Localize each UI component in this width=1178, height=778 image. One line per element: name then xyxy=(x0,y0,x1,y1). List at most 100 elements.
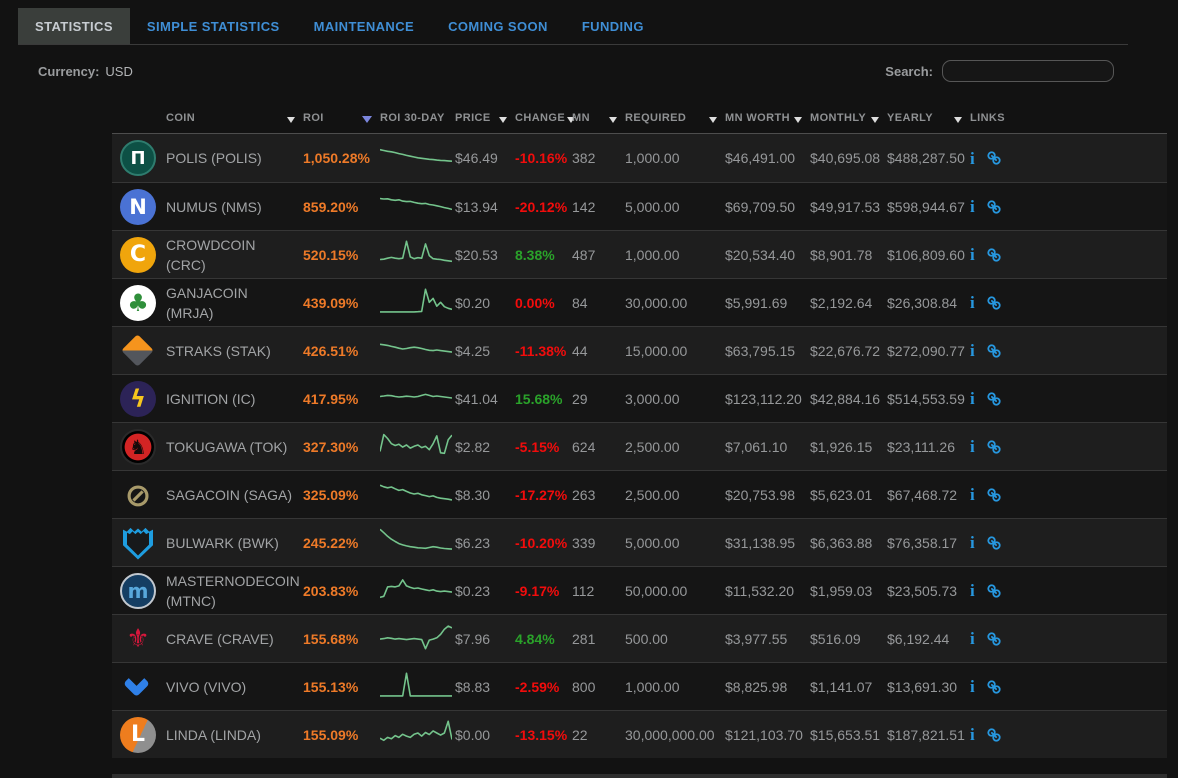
column-label: MN xyxy=(572,112,590,124)
link-icon[interactable] xyxy=(986,150,1002,166)
column-header-roi[interactable]: ROI xyxy=(303,112,380,125)
roi-value: 155.09% xyxy=(303,726,359,743)
tab-maintenance[interactable]: MAINTENANCE xyxy=(313,18,415,34)
link-icon[interactable] xyxy=(986,679,1002,695)
table-row[interactable]: N NUMUS (NMS) 859.20% $13.94 -20.12% 142… xyxy=(112,182,1167,230)
table-row[interactable]: ϟ IGNITION (IC) 417.95% $41.04 15.68% 29… xyxy=(112,374,1167,422)
column-label: REQUIRED xyxy=(625,112,687,124)
search-input[interactable] xyxy=(942,60,1114,82)
coin-icon-cell: ♣ xyxy=(112,284,166,321)
roi-value: 417.95% xyxy=(303,390,359,407)
column-header-mn[interactable]: MN xyxy=(572,112,625,125)
tab-statistics[interactable]: STATISTICS xyxy=(18,8,130,44)
table-row[interactable]: ♞ TOKUGAWA (TOK) 327.30% $2.82 -5.15% 62… xyxy=(112,422,1167,470)
sort-desc-icon[interactable] xyxy=(362,116,372,123)
table-row[interactable]: VIVO (VIVO) 155.13% $8.83 -2.59% 800 1,0… xyxy=(112,662,1167,710)
link-icon[interactable] xyxy=(986,391,1002,407)
column-header-price[interactable]: PRICE xyxy=(455,112,515,125)
tab-funding[interactable]: FUNDING xyxy=(581,18,644,34)
link-icon[interactable] xyxy=(986,631,1002,647)
required-value: 50,000.00 xyxy=(625,582,688,599)
table-bottom-scroll-line[interactable] xyxy=(112,774,1167,778)
yearly-value: $67,468.72 xyxy=(887,486,958,503)
table-row[interactable]: m MASTERNODECOIN (MTNC) 203.83% $0.23 -9… xyxy=(112,566,1167,614)
coin-icon-cell: ⚜ xyxy=(112,621,166,657)
sort-arrows-icon[interactable] xyxy=(954,115,962,123)
column-header-required[interactable]: REQUIRED xyxy=(625,112,725,125)
coin-icon-cell: L xyxy=(112,716,166,753)
search-label: Search: xyxy=(885,63,933,79)
sparkline-chart xyxy=(379,433,453,455)
mn-worth-value: $3,977.55 xyxy=(725,630,788,647)
yearly-value: $106,809.60 xyxy=(887,246,965,263)
link-icon[interactable] xyxy=(986,535,1002,551)
shield-inner xyxy=(127,531,149,556)
monthly-value: $1,959.03 xyxy=(810,582,873,599)
tab-coming-soon[interactable]: COMING SOON xyxy=(448,18,548,34)
info-icon[interactable]: i xyxy=(970,629,975,648)
column-header-yearly[interactable]: YEARLY xyxy=(887,112,970,125)
required-value: 2,500.00 xyxy=(625,438,680,455)
link-icon[interactable] xyxy=(986,487,1002,503)
required-value: 500.00 xyxy=(625,630,668,647)
mn-worth-value: $63,795.15 xyxy=(725,342,796,359)
sort-arrows-icon[interactable] xyxy=(609,115,617,123)
sort-arrows-icon[interactable] xyxy=(794,115,802,123)
tab-simple-statistics[interactable]: SIMPLE STATISTICS xyxy=(146,18,280,34)
link-icon[interactable] xyxy=(986,343,1002,359)
coin-name: CROWDCOIN (CRC) xyxy=(166,236,256,273)
info-icon[interactable]: i xyxy=(970,533,975,552)
sort-arrows-icon[interactable] xyxy=(567,115,576,123)
info-icon[interactable]: i xyxy=(970,725,975,744)
info-icon[interactable]: i xyxy=(970,581,975,600)
table-row[interactable]: ⚜ CRAVE (CRAVE) 155.68% $7.96 4.84% 281 … xyxy=(112,614,1167,662)
link-icon[interactable] xyxy=(986,727,1002,743)
link-icon[interactable] xyxy=(986,439,1002,455)
info-icon[interactable]: i xyxy=(970,389,975,408)
change-value: 15.68% xyxy=(515,390,563,407)
sort-arrows-icon[interactable] xyxy=(287,115,295,123)
table-row[interactable]: Π POLIS (POLIS) 1,050.28% $46.49 -10.16%… xyxy=(112,134,1167,182)
mn-worth-value: $31,138.95 xyxy=(725,534,796,551)
table-row[interactable]: STRAKS (STAK) 426.51% $4.25 -11.38% 44 1… xyxy=(112,326,1167,374)
info-icon[interactable]: i xyxy=(970,197,975,216)
mn-count: 624 xyxy=(572,438,596,455)
info-icon[interactable]: i xyxy=(970,437,975,456)
tab-bar: STATISTICS SIMPLE STATISTICS MAINTENANCE CO… xyxy=(18,8,1128,45)
mn-count: 382 xyxy=(572,150,596,166)
table-row[interactable]: C CROWDCOIN (CRC) 520.15% $20.53 8.38% 4… xyxy=(112,230,1167,278)
roi-value: 426.51% xyxy=(303,342,359,359)
price-value: $6.23 xyxy=(455,534,491,551)
column-label: PRICE xyxy=(455,112,491,124)
monthly-value: $40,695.08 xyxy=(810,150,881,166)
roi-value: 155.68% xyxy=(303,630,359,647)
column-header-monthly[interactable]: MONTHLY xyxy=(810,112,887,125)
price-value: $0.20 xyxy=(455,294,491,311)
coin-name: CRAVE (CRAVE) xyxy=(166,630,274,647)
link-icon[interactable] xyxy=(986,583,1002,599)
info-icon[interactable]: i xyxy=(970,485,975,504)
crowdcoin-coin-icon: C xyxy=(120,236,156,273)
column-header-coin[interactable]: COIN xyxy=(166,112,303,125)
column-header-change[interactable]: CHANGE xyxy=(515,112,576,125)
roi-value: 325.09% xyxy=(303,486,359,503)
info-icon[interactable]: i xyxy=(970,293,975,312)
sort-arrows-icon[interactable] xyxy=(499,115,507,123)
column-header-mnworth[interactable]: MN WORTH xyxy=(725,112,810,125)
sort-arrows-icon[interactable] xyxy=(709,115,717,123)
link-icon[interactable] xyxy=(986,247,1002,263)
mn-worth-value: $69,709.50 xyxy=(725,198,796,215)
table-row[interactable]: BULWARK (BWK) 245.22% $6.23 -10.20% 339 … xyxy=(112,518,1167,566)
info-icon[interactable]: i xyxy=(970,677,975,696)
info-icon[interactable]: i xyxy=(970,148,975,168)
link-icon[interactable] xyxy=(986,295,1002,311)
info-icon[interactable]: i xyxy=(970,245,975,264)
table-row[interactable]: ⊘ SAGACOIN (SAGA) 325.09% $8.30 -17.27% … xyxy=(112,470,1167,518)
sparkline-chart xyxy=(379,579,453,599)
table-row[interactable]: ♣ GANJACOIN (MRJA) 439.09% $0.20 0.00% 8… xyxy=(112,278,1167,326)
straks-coin-icon xyxy=(121,334,154,367)
table-row[interactable]: L LINDA (LINDA) 155.09% $0.00 -13.15% 22… xyxy=(112,710,1167,758)
sort-arrows-icon[interactable] xyxy=(871,115,879,123)
link-icon[interactable] xyxy=(986,199,1002,215)
info-icon[interactable]: i xyxy=(970,341,975,360)
